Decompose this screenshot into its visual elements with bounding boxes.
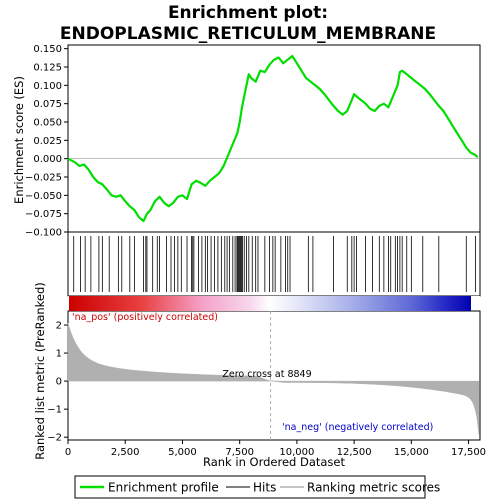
metric-tick-label-3: 1 (56, 349, 62, 360)
es-tick-label-5: 0.025 (33, 136, 62, 147)
es-tick-label-6: 0.050 (33, 118, 62, 129)
chart-title-line1: Enrichment plot: (168, 3, 328, 23)
legend-metric-label: Ranking metric scores (307, 481, 440, 495)
legend: Enrichment profile Hits Ranking metric s… (75, 476, 440, 498)
rank-colorbar (69, 296, 471, 311)
es-tick-label-2: −0.050 (25, 191, 62, 202)
es-tick-label-0: −0.100 (25, 228, 62, 239)
x-tick-label-7: 17,500 (451, 447, 486, 458)
metric-tick-label-4: 2 (56, 321, 62, 332)
legend-profile-label: Enrichment profile (108, 481, 219, 495)
metric-y-axis: −2 −1 0 1 2 (47, 321, 68, 444)
metric-tick-label-0: −2 (47, 433, 62, 444)
metric-tick-label-2: 0 (56, 377, 62, 388)
es-y-axis-label: Enrichment score (ES) (12, 76, 26, 204)
x-tick-label-0: 0 (65, 447, 71, 458)
chart-title-line2: ENDOPLASMIC_RETICULUM_MEMBRANE (60, 24, 436, 44)
pos-correlated-label: 'na_pos' (positively correlated) (72, 312, 218, 323)
es-panel (68, 45, 480, 232)
es-tick-label-9: 0.125 (33, 63, 62, 74)
x-tick-label-2: 5,000 (168, 447, 197, 458)
es-tick-label-8: 0.100 (33, 81, 62, 92)
x-tick-label-1: 2,500 (111, 447, 140, 458)
neg-correlated-label: 'na_neg' (negatively correlated) (282, 422, 433, 433)
es-tick-label-10: 0.150 (33, 44, 62, 55)
es-tick-label-1: −0.075 (25, 209, 62, 220)
legend-hits-label: Hits (253, 481, 276, 495)
es-tick-label-7: 0.075 (33, 99, 62, 110)
es-tick-label-4: 0.000 (33, 154, 62, 165)
x-axis-label: Rank in Ordered Dataset (203, 455, 346, 469)
es-y-axis: −0.100 −0.075 −0.050 −0.025 0.000 0.025 0.050 0… (25, 44, 68, 238)
x-tick-label-6: 15,000 (394, 447, 429, 458)
zero-cross-label: Zero cross at 8849 (222, 369, 311, 380)
metric-y-axis-label: Ranked list metric (PreRanked) (33, 282, 47, 460)
es-tick-label-3: −0.025 (25, 173, 62, 184)
metric-tick-label-1: −1 (47, 405, 62, 416)
